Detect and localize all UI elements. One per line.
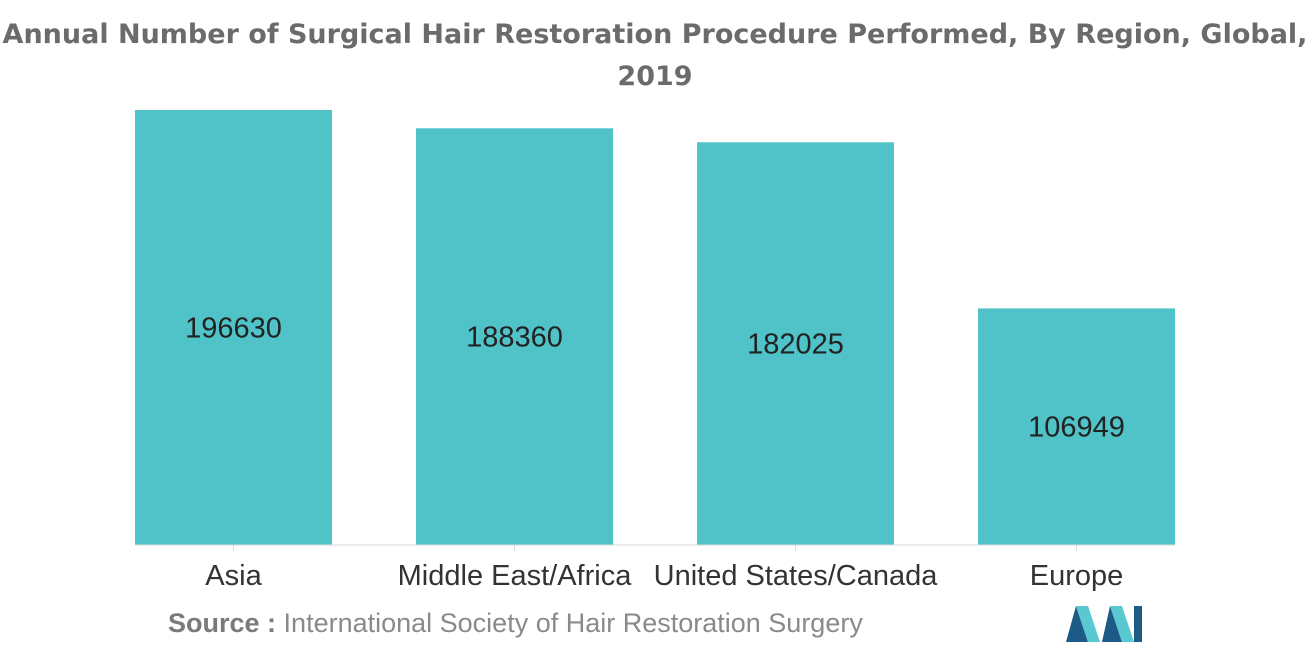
chart-title: Annual Number of Surgical Hair Restorati…	[2, 19, 1308, 92]
x-tick-label-united-states-canada: United States/Canada	[654, 560, 939, 592]
source-note: Source : International Society of Hair R…	[168, 608, 863, 639]
data-labels-group: 196630 188360 182025 106949	[185, 313, 1125, 444]
bar-middle-east-africa	[416, 128, 613, 545]
bar-europe	[978, 308, 1175, 545]
x-axis-ticks-group	[233, 545, 1077, 551]
source-prefix: Source :	[168, 608, 277, 638]
brand-logo-icon	[1066, 606, 1142, 642]
bars-group	[135, 110, 1175, 545]
x-tick-label-europe: Europe	[1030, 560, 1124, 592]
data-label-middle-east-africa: 188360	[466, 322, 563, 354]
data-label-united-states-canada: 182025	[747, 329, 844, 361]
bar-chart: 196630 188360 182025 106949 Asia Middle East…	[135, 110, 1175, 592]
x-axis-labels-group: Asia Middle East/Africa United States/Cana…	[205, 560, 1123, 592]
data-label-europe: 106949	[1028, 412, 1125, 444]
x-tick-label-middle-east-africa: Middle East/Africa	[398, 560, 633, 592]
x-tick-label-asia: Asia	[205, 560, 262, 592]
bar-united-states-canada	[697, 142, 894, 545]
bar-asia	[135, 110, 332, 545]
source-text: International Society of Hair Restoratio…	[283, 608, 863, 638]
data-label-asia: 196630	[185, 313, 282, 345]
